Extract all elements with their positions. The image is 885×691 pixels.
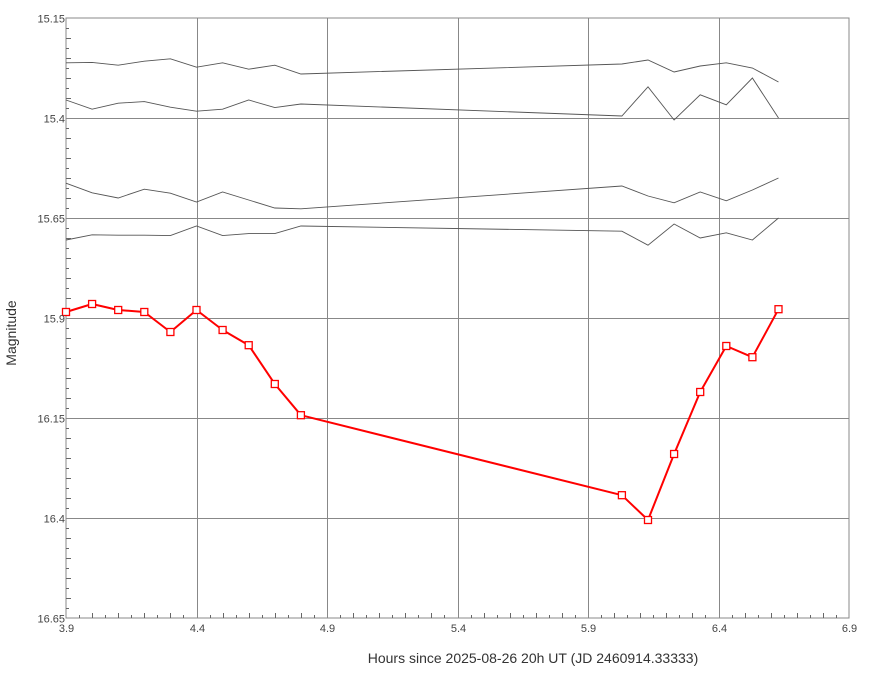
target-data-point	[669, 449, 679, 459]
target-data-point	[114, 305, 123, 315]
target-data-point	[696, 387, 705, 397]
x-tick-label: 4.4	[190, 623, 205, 635]
target-data-point	[218, 325, 227, 335]
x-tick-label: 6.9	[842, 623, 857, 635]
y-tick-label: 16.65	[37, 614, 65, 626]
target-data-point	[617, 491, 627, 500]
y-tick-label: 15.9	[44, 314, 65, 326]
target-data-point	[748, 353, 757, 362]
minor-ticks	[66, 28, 837, 618]
grid	[65, 17, 850, 619]
target-data-point	[270, 379, 279, 389]
target-data-point	[774, 305, 783, 314]
tick-labels: 3.9 4.4 4.9 5.4 5.9 6.4 6.9 15.15 15.4 15.65 15.9 1…	[37, 14, 857, 636]
target-data-point	[643, 515, 653, 525]
y-tick-label: 16.15	[37, 414, 65, 426]
y-tick-label: 15.65	[37, 214, 65, 226]
comparison-series-line-4	[65, 217, 779, 246]
x-tick-label: 6.4	[712, 623, 727, 635]
comparison-series-line-2	[65, 77, 779, 121]
comparison-series-line-3	[65, 177, 779, 210]
comparison-series-line-1	[65, 58, 779, 83]
target-data-point	[61, 307, 71, 317]
comparison-series-group	[65, 58, 779, 246]
target-data-point	[722, 341, 731, 351]
y-axis-title: Magnitude	[3, 300, 19, 366]
target-data-point	[244, 341, 253, 350]
y-tick-label: 16.4	[44, 514, 65, 526]
x-tick-label: 4.9	[320, 623, 335, 635]
x-tick-label: 3.9	[59, 623, 74, 635]
x-axis-title: Hours since 2025-08-26 20h UT (JD 246091…	[368, 650, 699, 666]
target-data-point	[166, 327, 175, 337]
target-data-point	[192, 305, 201, 315]
target-series-group	[61, 299, 783, 525]
y-tick-label: 15.4	[44, 114, 65, 126]
target-data-point	[87, 299, 97, 309]
target-data-point	[296, 411, 306, 420]
x-tick-label: 5.4	[451, 623, 466, 635]
x-tick-label: 5.9	[581, 623, 596, 635]
y-tick-label: 15.15	[37, 14, 65, 26]
target-data-point	[140, 307, 149, 317]
